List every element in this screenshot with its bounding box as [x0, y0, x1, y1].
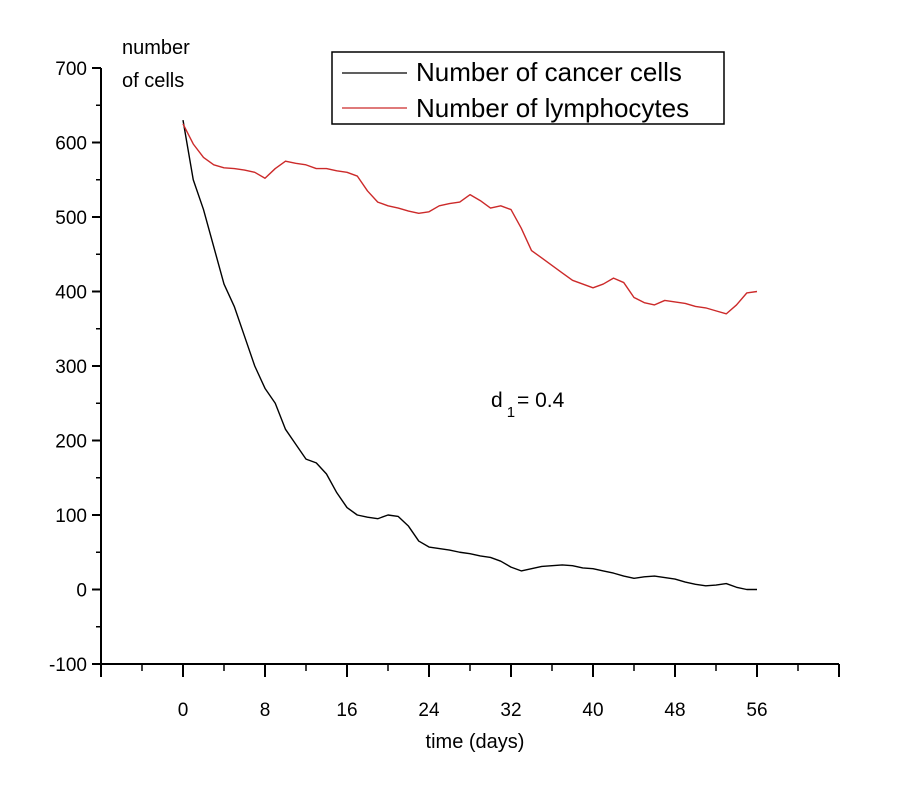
- y-tick-label: 400: [55, 283, 87, 304]
- y-tick-label: 0: [76, 581, 87, 602]
- y-tick-label: 200: [55, 432, 87, 453]
- x-tick-label: 24: [418, 700, 440, 721]
- legend: Number of cancer cells Number of lymphoc…: [331, 51, 725, 125]
- legend-box: [331, 51, 725, 125]
- x-tick-label: 0: [178, 700, 189, 721]
- x-tick-label: 32: [500, 700, 521, 721]
- y-tick-label: 500: [55, 208, 87, 229]
- x-tick-label: 8: [260, 700, 271, 721]
- legend-label-lymphocytes: Number of lymphocytes: [416, 93, 689, 123]
- x-tick-label: 16: [336, 700, 357, 721]
- x-axis-title: time (days): [426, 731, 525, 753]
- y-tick-label: 300: [55, 357, 87, 378]
- x-tick-label: 56: [746, 700, 767, 721]
- y-axis-title-line1: number: [122, 37, 190, 59]
- legend-label-cancer: Number of cancer cells: [416, 57, 682, 87]
- y-tick-label: 700: [55, 59, 87, 80]
- y-tick-label: 100: [55, 506, 87, 527]
- y-tick-label: -100: [49, 655, 87, 676]
- x-tick-label: 48: [664, 700, 685, 721]
- y-tick-label: 600: [55, 134, 87, 155]
- series-line-cancer-cells: [182, 120, 757, 591]
- series-line-lymphocytes: [182, 123, 758, 315]
- x-tick-label: 40: [582, 700, 603, 721]
- annotation-d1: d1= 0.4: [491, 389, 565, 421]
- y-axis-title-line2: of cells: [122, 70, 184, 92]
